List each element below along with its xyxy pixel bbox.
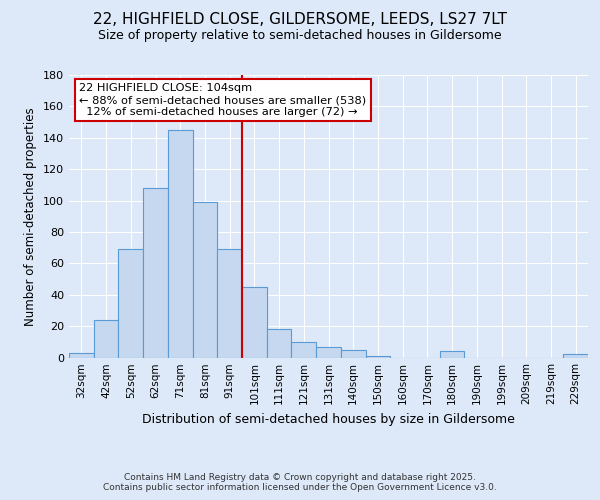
Bar (217, 249, 242, 358)
Text: Contains HM Land Registry data © Crown copyright and database right 2025.
Contai: Contains HM Land Registry data © Crown c… (103, 472, 497, 492)
Bar (94, 320, 118, 358)
Bar (292, 342, 316, 357)
Text: Size of property relative to semi-detached houses in Gildersome: Size of property relative to semi-detach… (98, 29, 502, 42)
Bar (242, 287, 267, 358)
Y-axis label: Number of semi-detached properties: Number of semi-detached properties (25, 107, 37, 326)
Bar (267, 329, 292, 358)
Bar (69, 353, 94, 358)
Text: 22, HIGHFIELD CLOSE, GILDERSOME, LEEDS, LS27 7LT: 22, HIGHFIELD CLOSE, GILDERSOME, LEEDS, … (93, 12, 507, 28)
Text: 22 HIGHFIELD CLOSE: 104sqm
← 88% of semi-detached houses are smaller (538)
  12%: 22 HIGHFIELD CLOSE: 104sqm ← 88% of semi… (79, 84, 367, 116)
Bar (365, 356, 390, 358)
Bar (440, 351, 464, 358)
Bar (193, 202, 217, 358)
Bar (168, 130, 193, 358)
X-axis label: Distribution of semi-detached houses by size in Gildersome: Distribution of semi-detached houses by … (142, 413, 515, 426)
Bar (118, 249, 143, 358)
Bar (341, 350, 365, 358)
Bar (316, 346, 341, 358)
Bar (563, 354, 588, 358)
Bar (143, 188, 168, 358)
